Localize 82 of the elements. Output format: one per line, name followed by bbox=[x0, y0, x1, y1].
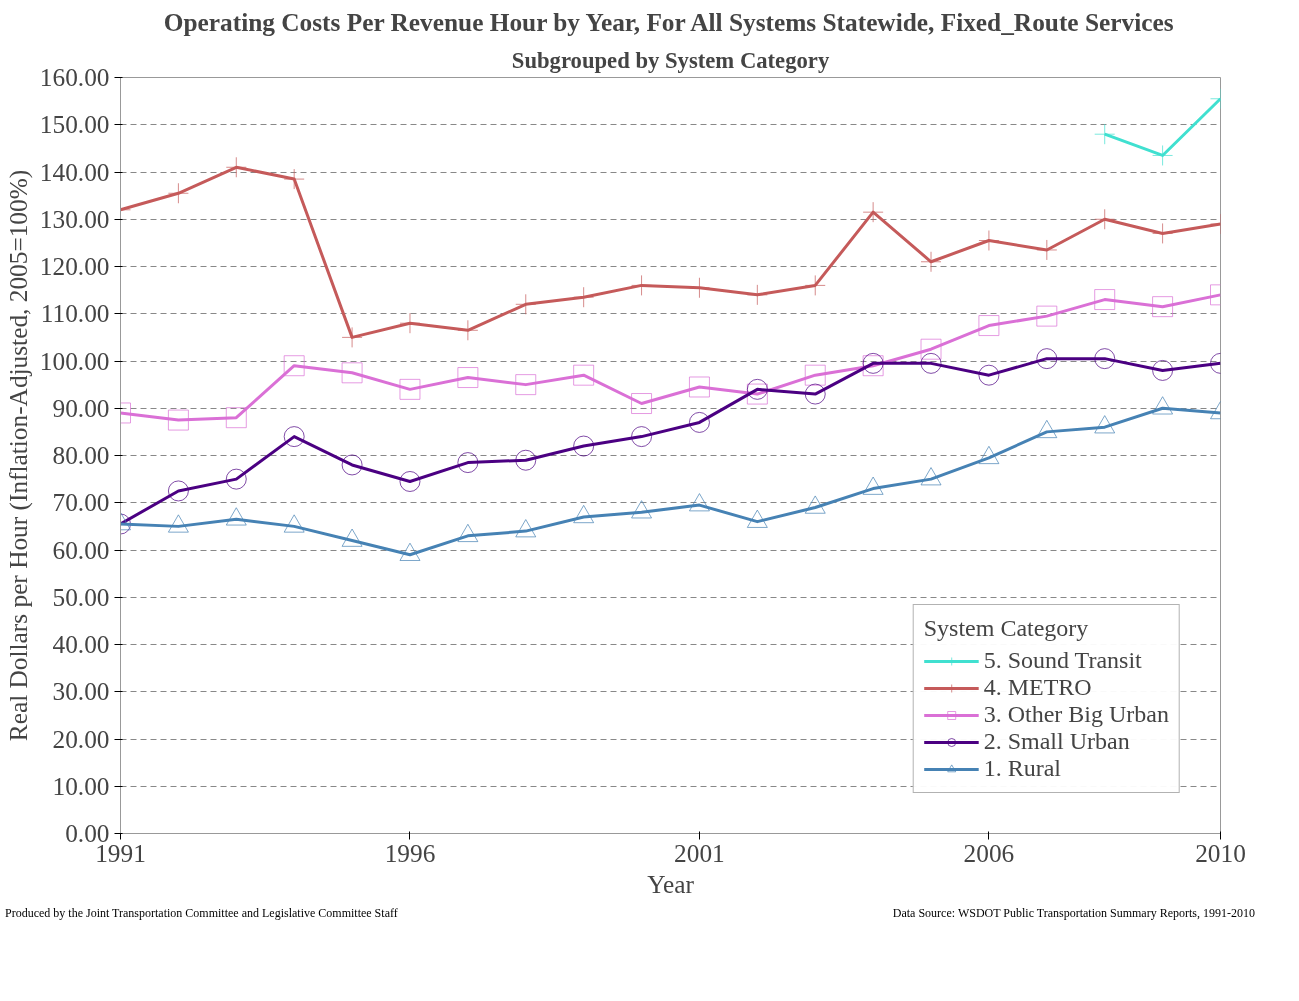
point bbox=[457, 367, 479, 389]
y-tick-label: 90.00 bbox=[52, 393, 110, 422]
legend-label: 3. Other Big Urban bbox=[983, 701, 1169, 728]
source-note: Data Source: WSDOT Public Transportation Summary Reports, 1991-2010 bbox=[892, 905, 1255, 922]
point bbox=[804, 274, 826, 296]
y-tick-label: 60.00 bbox=[52, 535, 110, 564]
point bbox=[167, 182, 189, 204]
point bbox=[978, 364, 1000, 386]
point bbox=[283, 355, 305, 377]
point bbox=[1094, 289, 1116, 311]
point bbox=[920, 251, 942, 273]
point bbox=[978, 315, 1000, 337]
legend-label: 5. Sound Transit bbox=[983, 647, 1142, 674]
y-tick-label: 70.00 bbox=[52, 488, 110, 517]
chart-title: Operating Costs Per Revenue Hour by Year, For All Systems Statewide, Fixed_Route Services bbox=[163, 7, 1174, 36]
point bbox=[515, 449, 537, 471]
y-tick-label: 120.00 bbox=[39, 252, 110, 280]
point bbox=[1152, 296, 1174, 318]
y-tick-label: 20.00 bbox=[52, 724, 110, 753]
point bbox=[746, 284, 768, 306]
text: Produced by the Joint Transportation Committee and Legislative Committee Staff bbox=[5, 905, 398, 922]
point bbox=[399, 378, 421, 400]
y-axis-title: Real Dollars per Hour (Inflation-Adjusted, 2005=100%) bbox=[3, 169, 33, 742]
legend-title: System Category bbox=[923, 615, 1090, 642]
point bbox=[862, 201, 884, 223]
point bbox=[573, 364, 595, 386]
point bbox=[688, 376, 710, 398]
y-tick-label: 100.00 bbox=[39, 346, 110, 375]
y-tick-label: 130.00 bbox=[39, 204, 110, 233]
legend-label: 4. METRO bbox=[983, 674, 1092, 701]
point bbox=[457, 452, 479, 474]
point bbox=[1094, 123, 1116, 145]
point bbox=[746, 378, 768, 400]
point bbox=[341, 454, 363, 476]
point bbox=[167, 409, 189, 431]
point bbox=[167, 480, 189, 502]
x-tick-label: 2001 bbox=[674, 838, 725, 867]
point bbox=[225, 407, 247, 429]
point bbox=[1152, 144, 1174, 166]
point bbox=[573, 435, 595, 457]
point bbox=[631, 426, 653, 448]
y-tick-label: 40.00 bbox=[52, 630, 110, 658]
point bbox=[978, 230, 1000, 252]
chart-subtitle: Subgrouped by System Category bbox=[511, 47, 830, 73]
point bbox=[688, 411, 710, 433]
x-tick-label: 1996 bbox=[384, 838, 436, 867]
point bbox=[341, 326, 363, 348]
point bbox=[341, 362, 363, 384]
point bbox=[920, 352, 942, 374]
y-tick-label: 10.00 bbox=[52, 771, 110, 800]
point bbox=[1036, 305, 1058, 327]
point bbox=[1036, 239, 1058, 261]
y-tick-label: 150.00 bbox=[39, 110, 110, 139]
point bbox=[515, 374, 537, 396]
point bbox=[804, 364, 826, 386]
y-tick-label: 80.00 bbox=[52, 441, 110, 469]
point bbox=[1036, 348, 1058, 370]
point bbox=[1152, 222, 1174, 244]
point bbox=[399, 312, 421, 334]
point bbox=[283, 426, 305, 448]
point bbox=[1094, 348, 1116, 370]
legend-label: 1. Rural bbox=[983, 755, 1062, 782]
point bbox=[1152, 359, 1174, 381]
y-tick-label: 140.00 bbox=[39, 157, 110, 186]
x-tick-label: 2010 bbox=[1195, 838, 1246, 867]
point bbox=[399, 471, 421, 492]
point bbox=[573, 286, 595, 308]
y-tick-label: 110.00 bbox=[40, 299, 110, 328]
point bbox=[804, 383, 826, 405]
y-tick-label: 30.00 bbox=[52, 677, 110, 706]
point bbox=[225, 468, 247, 490]
point bbox=[457, 319, 479, 341]
point bbox=[920, 338, 942, 360]
point bbox=[1094, 208, 1116, 230]
legend-label: 2. Small Urban bbox=[983, 728, 1130, 755]
point bbox=[515, 293, 537, 315]
y-tick-label: 50.00 bbox=[52, 582, 110, 611]
point bbox=[283, 168, 305, 190]
y-tick-label: 160.00 bbox=[39, 63, 110, 91]
x-tick-label: 2006 bbox=[963, 838, 1015, 867]
point bbox=[225, 156, 247, 178]
x-axis-title: Year bbox=[647, 869, 695, 898]
